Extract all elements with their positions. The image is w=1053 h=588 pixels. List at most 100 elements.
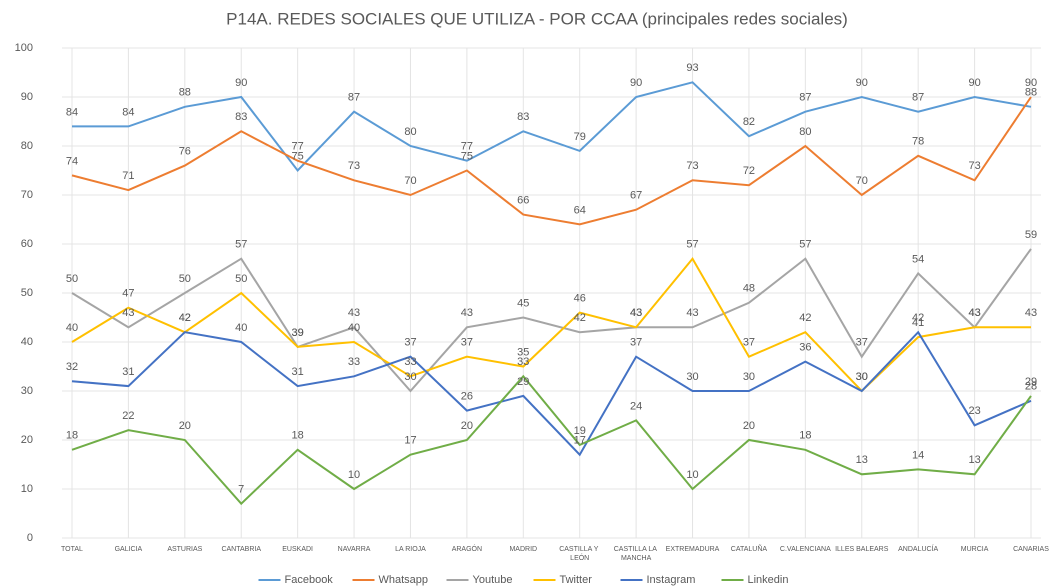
data-label: 41	[912, 317, 924, 329]
data-label: 87	[799, 92, 811, 104]
data-label: 70	[404, 175, 416, 187]
data-label: 54	[912, 253, 924, 265]
y-tick-label: 80	[21, 140, 33, 152]
data-label: 80	[404, 126, 416, 138]
data-label: 40	[235, 322, 247, 334]
data-label: 17	[574, 435, 586, 447]
data-label: 43	[1025, 307, 1037, 319]
data-label: 87	[348, 92, 360, 104]
data-label: 90	[968, 77, 980, 89]
y-tick-label: 90	[21, 91, 33, 103]
data-label: 87	[912, 92, 924, 104]
data-label: 42	[179, 312, 191, 324]
data-label: 70	[856, 175, 868, 187]
data-label: 77	[292, 141, 304, 153]
x-tick-label: LA RIOJA	[395, 546, 426, 553]
data-label: 14	[912, 449, 924, 461]
data-label: 43	[686, 307, 698, 319]
data-label: 64	[574, 204, 586, 216]
data-label: 84	[122, 106, 134, 118]
data-label: 39	[292, 327, 304, 339]
data-label: 79	[574, 131, 586, 143]
x-tick-label: EUSKADI	[282, 546, 313, 553]
y-tick-label: 30	[21, 385, 33, 397]
data-label: 50	[179, 273, 191, 285]
data-label: 45	[517, 297, 529, 309]
series-line	[71, 248, 1032, 393]
data-label: 35	[517, 346, 529, 358]
data-label: 88	[179, 87, 191, 99]
data-label: 46	[574, 293, 586, 305]
data-label: 67	[630, 190, 642, 202]
chart-title: P14A. REDES SOCIALES QUE UTILIZA - POR C…	[226, 9, 848, 28]
x-tick-label: GALICIA	[115, 546, 143, 553]
x-tick-label: TOTAL	[61, 546, 83, 553]
y-tick-label: 40	[21, 336, 33, 348]
legend-label: Facebook	[285, 574, 334, 586]
data-label: 84	[66, 106, 78, 118]
data-label: 50	[66, 273, 78, 285]
x-tick-label: ANDALUCÍA	[898, 544, 938, 553]
data-label: 78	[912, 136, 924, 148]
data-label: 28	[1025, 381, 1037, 393]
series-line	[71, 330, 1032, 457]
series-line	[72, 81, 1032, 173]
data-label: 75	[292, 150, 304, 162]
data-label: 73	[348, 160, 360, 172]
data-label: 13	[856, 454, 868, 466]
data-label: 32	[66, 361, 78, 373]
y-tick-label: 60	[21, 238, 33, 250]
legend-label: Linkedin	[748, 574, 789, 586]
data-label: 90	[235, 77, 247, 89]
data-label: 83	[235, 111, 247, 123]
data-label: 90	[1025, 77, 1037, 89]
data-label: 73	[686, 160, 698, 172]
data-label: 36	[799, 342, 811, 354]
data-label: 40	[348, 322, 360, 334]
x-tick-label: CANARIAS	[1013, 546, 1049, 553]
data-label: 80	[799, 126, 811, 138]
y-tick-label: 70	[21, 189, 33, 201]
data-label: 30	[743, 371, 755, 383]
legend-label: Whatsapp	[379, 574, 429, 586]
data-label: 47	[122, 288, 134, 300]
series-line	[71, 374, 1032, 506]
data-label: 20	[743, 420, 755, 432]
x-tick-label: ILLES BALEARS	[835, 546, 889, 553]
data-label: 71	[122, 170, 134, 182]
data-label: 88	[1025, 87, 1037, 99]
data-label: 30	[404, 371, 416, 383]
data-label: 43	[968, 307, 980, 319]
data-label: 31	[292, 366, 304, 378]
data-label: 37	[743, 337, 755, 349]
data-label: 30	[856, 371, 868, 383]
data-label: 57	[799, 239, 811, 251]
y-tick-label: 20	[21, 434, 33, 446]
data-label: 23	[968, 405, 980, 417]
data-label: 73	[968, 160, 980, 172]
data-label: 77	[461, 141, 473, 153]
data-label: 37	[630, 337, 642, 349]
data-label: 33	[404, 356, 416, 368]
data-label: 43	[122, 307, 134, 319]
data-label: 18	[292, 430, 304, 442]
data-label: 82	[743, 116, 755, 128]
data-label: 20	[179, 420, 191, 432]
data-label: 30	[686, 371, 698, 383]
data-label: 57	[686, 239, 698, 251]
data-label: 37	[856, 337, 868, 349]
data-label: 57	[235, 239, 247, 251]
data-label: 59	[1025, 229, 1037, 241]
data-label: 90	[630, 77, 642, 89]
data-label: 10	[686, 469, 698, 481]
x-tick-label: CASTILLA LA MANCHA	[614, 546, 659, 562]
data-label: 31	[122, 366, 134, 378]
y-tick-label: 100	[15, 42, 33, 54]
data-label: 18	[66, 430, 78, 442]
data-label: 19	[574, 425, 586, 437]
y-tick-label: 10	[21, 483, 33, 495]
data-label: 17	[404, 435, 416, 447]
data-label: 29	[517, 376, 529, 388]
x-tick-label: CASTILLA Y LEÓN	[559, 546, 600, 562]
data-label: 33	[517, 356, 529, 368]
